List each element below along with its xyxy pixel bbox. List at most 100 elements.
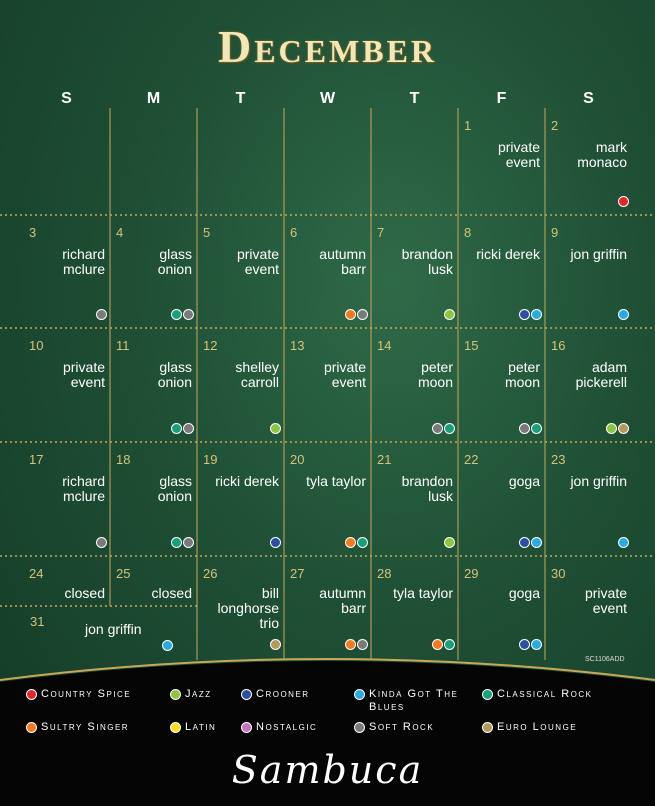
date: 13 xyxy=(290,338,305,353)
performer: longhorse xyxy=(217,600,280,616)
date: 7 xyxy=(377,225,385,240)
genre-dot xyxy=(357,639,368,650)
legend-label: Kinda Got The Blues xyxy=(369,688,459,713)
date: 17 xyxy=(29,452,44,467)
date: 12 xyxy=(203,338,218,353)
genre-dot xyxy=(519,423,530,434)
legend-dot xyxy=(26,689,37,700)
performer: private xyxy=(236,246,279,262)
performer: brandon xyxy=(401,246,453,262)
performer: mclure xyxy=(62,488,105,504)
genre-dot xyxy=(531,309,542,320)
performer: private xyxy=(62,359,105,375)
performer: glass xyxy=(159,473,192,489)
genre-dot xyxy=(345,537,356,548)
date: 31 xyxy=(30,614,45,629)
genre-dot xyxy=(96,309,107,320)
performer: private xyxy=(323,359,366,375)
date: 11 xyxy=(116,338,130,353)
legend-label: Jazz xyxy=(185,688,212,700)
genre-dot xyxy=(357,537,368,548)
genre-dot xyxy=(618,423,629,434)
genre-dot xyxy=(444,423,455,434)
genre-dot xyxy=(444,309,455,320)
date: 6 xyxy=(290,225,298,240)
legend-dot xyxy=(26,722,37,733)
legend-dot xyxy=(354,689,365,700)
performer: goga xyxy=(508,473,540,489)
performer: moon xyxy=(417,374,453,390)
performer: jon griffin xyxy=(570,246,627,262)
performer: glass xyxy=(159,246,192,262)
performer: shelley xyxy=(235,359,279,375)
genre-dot xyxy=(519,537,530,548)
performer: monaco xyxy=(577,154,627,170)
legend-dot xyxy=(241,689,252,700)
performer: onion xyxy=(157,261,192,277)
genre-dot xyxy=(444,537,455,548)
performer: adam xyxy=(591,359,627,375)
performer: peter xyxy=(508,359,540,375)
performer: brandon xyxy=(401,473,453,489)
genre-dot xyxy=(183,537,194,548)
weekday: T xyxy=(235,90,246,107)
genre-dot xyxy=(171,309,182,320)
weekday: T xyxy=(409,90,420,107)
genre-dot xyxy=(531,423,542,434)
performer: mclure xyxy=(62,261,105,277)
date: 22 xyxy=(464,452,479,467)
title: December xyxy=(217,21,438,72)
weekday: M xyxy=(146,90,161,107)
genre-dot xyxy=(531,537,542,548)
legend-label: Soft Rock xyxy=(369,721,435,733)
performer: onion xyxy=(157,374,192,390)
genre-dot xyxy=(270,639,281,650)
genre-dot xyxy=(345,309,356,320)
genre-dot xyxy=(171,423,182,434)
legend-label: Classical Rock xyxy=(497,688,593,700)
date: 29 xyxy=(464,566,479,581)
date: 14 xyxy=(377,338,392,353)
performer: onion xyxy=(157,488,192,504)
performer: mark xyxy=(595,139,627,155)
date: 1 xyxy=(464,118,472,133)
date: 10 xyxy=(29,338,44,353)
performer: ricki derek xyxy=(476,246,540,262)
genre-dot xyxy=(270,423,281,434)
performer: tyla taylor xyxy=(393,585,453,601)
date: 25 xyxy=(116,566,131,581)
performer: ricki derek xyxy=(215,473,279,489)
legend-dot xyxy=(170,689,181,700)
genre-dot xyxy=(519,309,530,320)
legend-dot xyxy=(170,722,181,733)
performer: autumn xyxy=(319,246,366,262)
performer: private xyxy=(584,585,627,601)
performer: barr xyxy=(341,261,366,277)
legend-label: Nostalgic xyxy=(256,721,318,733)
performer: private xyxy=(497,139,540,155)
performer: lusk xyxy=(428,488,453,504)
performer: jon griffin xyxy=(570,473,627,489)
performer: closed xyxy=(64,585,105,601)
date: 16 xyxy=(551,338,566,353)
weekday: W xyxy=(319,90,336,107)
brand: Sambuca xyxy=(231,748,424,792)
performer: bill xyxy=(261,585,279,601)
weekday: F xyxy=(496,90,507,107)
date: 27 xyxy=(290,566,305,581)
date: 4 xyxy=(116,225,124,240)
genre-dot xyxy=(618,537,629,548)
genre-dot xyxy=(96,537,107,548)
performer: pickerell xyxy=(575,374,627,390)
performer: jon griffin xyxy=(85,621,142,637)
date: 28 xyxy=(377,566,392,581)
date: 20 xyxy=(290,452,305,467)
performer: event xyxy=(592,600,627,616)
date: 8 xyxy=(464,225,472,240)
footer-edge xyxy=(0,658,655,681)
genre-dot xyxy=(171,537,182,548)
legend-label: Sultry Singer xyxy=(41,721,130,733)
performer: goga xyxy=(508,585,540,601)
legend-label: Country Spice xyxy=(41,688,132,700)
genre-dot xyxy=(606,423,617,434)
